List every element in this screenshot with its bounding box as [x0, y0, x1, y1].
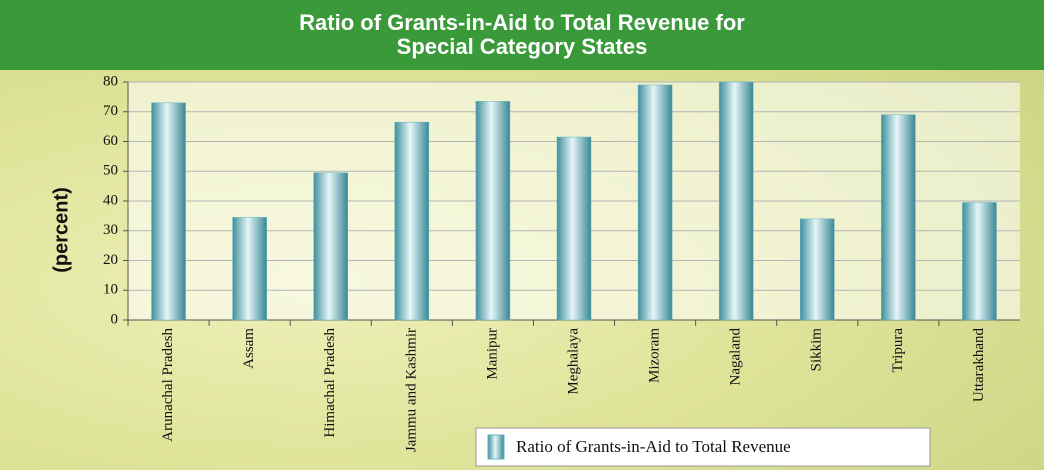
legend-swatch [487, 434, 505, 460]
y-axis-label: (percent) [50, 187, 72, 273]
bar [313, 172, 348, 321]
y-tick-label: 60 [103, 133, 118, 149]
bar [475, 101, 511, 321]
bar [800, 218, 835, 321]
y-tick-label: 40 [103, 192, 118, 208]
y-tick-label: 80 [103, 73, 118, 89]
y-tick-label: 0 [111, 311, 119, 327]
y-tick-label: 50 [103, 163, 118, 179]
bar [637, 84, 673, 321]
x-tick-label: Meghalaya [565, 328, 581, 395]
title-band: Ratio of Grants-in-Aid to Total Revenue … [0, 0, 1044, 70]
x-tick-label: Manipur [484, 328, 500, 380]
y-tick-label: 30 [103, 222, 118, 238]
x-tick-label: Jammu and Kashmir [403, 328, 419, 452]
bar [718, 81, 754, 321]
x-tick-label: Uttarakhand [971, 328, 987, 403]
x-tick-label: Arunachal Pradesh [160, 328, 176, 442]
bar [394, 121, 430, 321]
x-tick-label: Mizoram [647, 328, 663, 383]
bar [962, 202, 997, 321]
x-tick-label: Sikkim [809, 328, 825, 372]
y-tick-label: 70 [103, 103, 118, 119]
y-tick-label: 20 [103, 252, 118, 268]
legend-box [475, 427, 931, 467]
chart-title: Ratio of Grants-in-Aid to Total Revenue … [299, 10, 745, 59]
x-tick-label: Tripura [890, 328, 906, 373]
legend-label: Ratio of Grants-in-Aid to Total Revenue [516, 437, 791, 456]
bar [232, 217, 267, 321]
y-tick-label: 10 [103, 282, 118, 298]
x-tick-label: Himachal Pradesh [322, 328, 338, 438]
bar [556, 136, 592, 321]
x-tick-label: Nagaland [728, 328, 744, 386]
bar [151, 102, 186, 321]
x-tick-label: Assam [241, 328, 257, 369]
bar [881, 114, 916, 321]
